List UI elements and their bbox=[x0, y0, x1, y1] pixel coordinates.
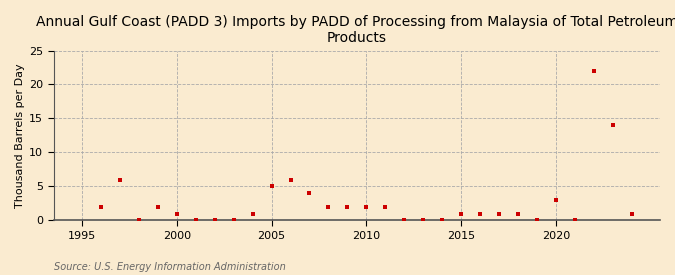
Point bbox=[418, 218, 429, 222]
Point bbox=[512, 211, 523, 216]
Point bbox=[209, 218, 220, 222]
Point bbox=[190, 218, 201, 222]
Point bbox=[380, 205, 391, 209]
Point bbox=[493, 211, 504, 216]
Point bbox=[134, 218, 144, 222]
Point bbox=[626, 211, 637, 216]
Point bbox=[285, 177, 296, 182]
Point bbox=[569, 218, 580, 222]
Point bbox=[475, 211, 485, 216]
Point bbox=[342, 205, 353, 209]
Point bbox=[589, 69, 599, 73]
Point bbox=[96, 205, 107, 209]
Point bbox=[437, 218, 448, 222]
Point bbox=[550, 198, 561, 202]
Point bbox=[266, 184, 277, 189]
Point bbox=[228, 218, 239, 222]
Title: Annual Gulf Coast (PADD 3) Imports by PADD of Processing from Malaysia of Total : Annual Gulf Coast (PADD 3) Imports by PA… bbox=[36, 15, 675, 45]
Point bbox=[531, 218, 542, 222]
Point bbox=[171, 211, 182, 216]
Point bbox=[399, 218, 410, 222]
Y-axis label: Thousand Barrels per Day: Thousand Barrels per Day bbox=[15, 63, 25, 208]
Point bbox=[153, 205, 163, 209]
Point bbox=[115, 177, 126, 182]
Point bbox=[247, 211, 258, 216]
Text: Source: U.S. Energy Information Administration: Source: U.S. Energy Information Administ… bbox=[54, 262, 286, 272]
Point bbox=[608, 123, 618, 127]
Point bbox=[361, 205, 372, 209]
Point bbox=[456, 211, 466, 216]
Point bbox=[323, 205, 334, 209]
Point bbox=[304, 191, 315, 195]
